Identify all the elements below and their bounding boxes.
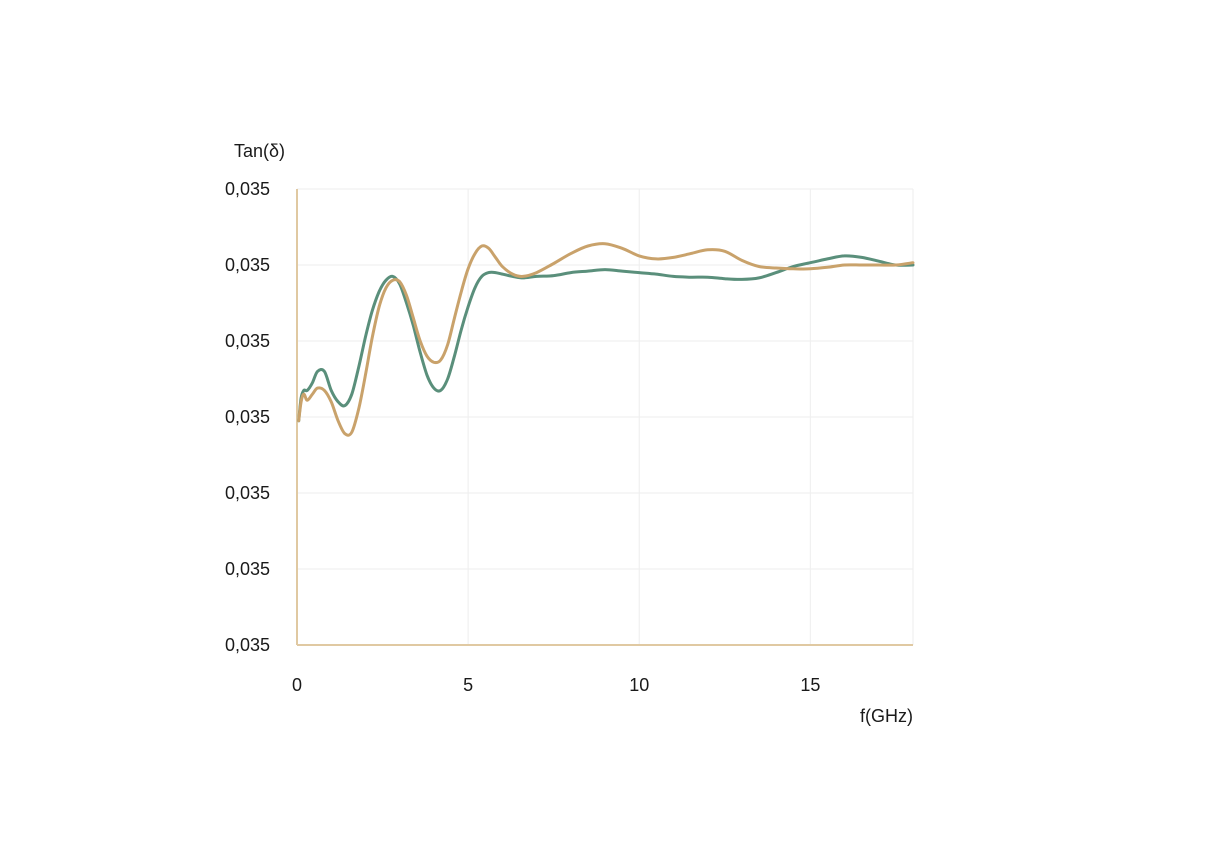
x-tick-label: 5 (463, 675, 473, 695)
tick-labels: 0,035 0,035 0,035 0,035 0,035 0,035 0,035 0 5 10 1… (225, 179, 820, 695)
x-tick-label: 10 (629, 675, 649, 695)
x-tick-label: 15 (800, 675, 820, 695)
y-tick-label: 0,035 (225, 483, 270, 503)
y-axis-title: Tan(δ) (234, 141, 285, 161)
y-tick-label: 0,035 (225, 559, 270, 579)
y-tick-label: 0,035 (225, 407, 270, 427)
x-axis-title: f(GHz) (860, 706, 913, 726)
y-tick-label: 0,035 (225, 331, 270, 351)
y-tick-label: 0,035 (225, 179, 270, 199)
series-line-2 (297, 242, 915, 437)
x-tick-label: 0 (292, 675, 302, 695)
grid (297, 188, 914, 645)
axes (296, 189, 913, 646)
y-tick-label: 0,035 (225, 255, 270, 275)
series-line-1 (297, 254, 915, 423)
series-lines (297, 242, 915, 437)
y-tick-label: 0,035 (225, 635, 270, 655)
